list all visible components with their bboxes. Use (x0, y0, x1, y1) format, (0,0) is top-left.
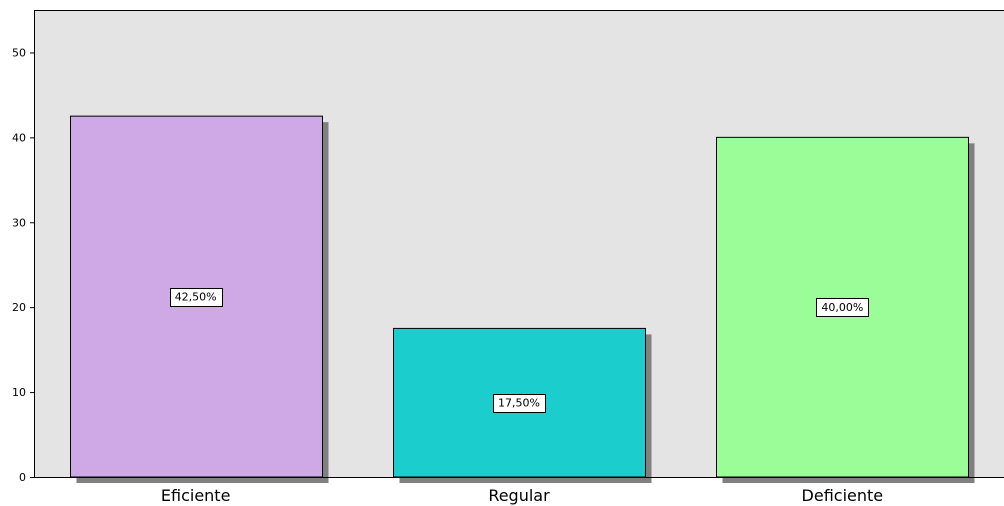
y-tick-label: 20 (12, 301, 26, 314)
x-tick-label: Deficiente (802, 486, 884, 505)
bars: 42,50% 17,50% 40,00% (70, 115, 975, 484)
data-label: 40,00% (821, 301, 863, 314)
data-label-box (170, 288, 223, 307)
y-tick-label: 0 (19, 471, 26, 484)
x-axis: Eficiente Regular Deficiente (161, 486, 883, 505)
y-axis: 0 10 20 30 40 50 (12, 46, 34, 484)
y-tick-label: 40 (12, 131, 26, 144)
y-tick-label: 30 (12, 216, 26, 229)
data-label-box (493, 394, 546, 413)
data-label: 17,50% (498, 397, 540, 410)
x-tick-label: Regular (488, 486, 550, 505)
x-tick-label: Eficiente (161, 486, 231, 505)
data-label: 42,50% (175, 291, 217, 304)
y-tick-label: 10 (12, 386, 26, 399)
y-tick-label: 50 (12, 46, 26, 59)
data-label-box (816, 298, 869, 317)
